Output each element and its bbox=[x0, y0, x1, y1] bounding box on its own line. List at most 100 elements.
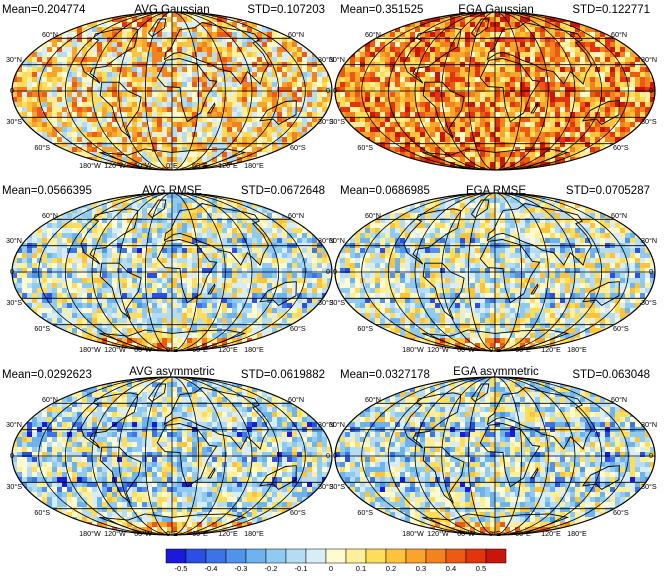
map-border bbox=[334, 376, 656, 536]
colorbar-label: 0.5 bbox=[476, 564, 486, 573]
coastline bbox=[582, 100, 620, 125]
graticule-lon bbox=[171, 193, 200, 351]
panel-mean-label: Mean=0.0292623 bbox=[2, 369, 92, 381]
lon-label-60w: 60°W bbox=[457, 345, 475, 354]
lat-label-60n-right: 60°N bbox=[288, 211, 304, 220]
graticule-lon bbox=[144, 12, 173, 170]
graticule-lon bbox=[361, 377, 496, 535]
colorbar-label: 0.3 bbox=[416, 564, 426, 573]
graticule-lon bbox=[171, 193, 306, 351]
lon-label-0e: 0°E bbox=[489, 529, 501, 538]
graticule-lon bbox=[118, 12, 173, 170]
panel-std-label: STD=0.0705287 bbox=[566, 185, 650, 197]
lat-label-30n-right: 30°N bbox=[641, 420, 657, 429]
graticule-lon bbox=[494, 12, 629, 170]
colorbar-swatch bbox=[365, 548, 387, 564]
graticule-lon bbox=[388, 193, 496, 351]
colorbar-swatch bbox=[165, 548, 187, 564]
coastline bbox=[259, 100, 297, 125]
coastline bbox=[470, 383, 490, 403]
panel-std-label: STD=0.063048 bbox=[572, 369, 650, 381]
panel-avg-asymmetric: Mean=0.0292623 AVG asymmetric STD=0.0619… bbox=[2, 366, 334, 538]
graticule-lon bbox=[361, 193, 496, 351]
lat-label-30s-right: 30°S bbox=[318, 482, 334, 491]
lon-label-180e: 180°E bbox=[567, 529, 587, 538]
lat-label-eq-right: 0 bbox=[649, 86, 653, 95]
map bbox=[334, 192, 656, 352]
lat-label-30s-left: 30°S bbox=[329, 117, 345, 126]
colorbar-label: 0.2 bbox=[386, 564, 396, 573]
colorbar-swatch bbox=[285, 548, 307, 564]
lat-label-30s-right: 30°S bbox=[318, 298, 334, 307]
colorbar-swatch bbox=[265, 548, 287, 564]
lat-label-eq-right: 0 bbox=[326, 451, 330, 460]
colorbar: -0.5 -0.4 -0.3 -0.2 -0.1 0 0.1 0.2 0.3 0… bbox=[165, 548, 507, 573]
graticule-lon bbox=[118, 377, 173, 535]
graticule-lon bbox=[171, 12, 306, 170]
map bbox=[11, 376, 333, 536]
coastline bbox=[156, 423, 218, 488]
map-field bbox=[12, 377, 332, 535]
coastline bbox=[530, 102, 539, 114]
colorbar-swatch bbox=[425, 548, 447, 564]
graticule-lon bbox=[494, 193, 523, 351]
graticule-lon bbox=[171, 193, 226, 351]
lat-label-30s-left: 30°S bbox=[329, 298, 345, 307]
map-border bbox=[334, 11, 656, 171]
graticule-lon bbox=[414, 377, 496, 535]
lon-label-60e: 60°E bbox=[192, 345, 208, 354]
coastline bbox=[486, 203, 593, 266]
graticule-lon bbox=[494, 377, 602, 535]
lon-label-60w: 60°W bbox=[457, 529, 475, 538]
lat-label-30n-left: 30°N bbox=[329, 420, 345, 429]
lon-label-180e: 180°E bbox=[244, 161, 264, 170]
lon-label-180w: 180°W bbox=[79, 161, 101, 170]
lat-label-eq-right: 0 bbox=[326, 267, 330, 276]
lat-label-60s-left: 60°S bbox=[357, 143, 373, 152]
colorbar-label: -0.5 bbox=[175, 564, 188, 573]
graticule-lon bbox=[38, 193, 173, 351]
map-field bbox=[335, 193, 655, 351]
colorbar-label: -0.4 bbox=[205, 564, 218, 573]
colorbar-label: -0.3 bbox=[235, 564, 248, 573]
lon-label-120e: 120°E bbox=[218, 345, 238, 354]
panel-mean-label: Mean=0.0327178 bbox=[340, 369, 430, 381]
lon-label-180w: 180°W bbox=[79, 529, 101, 538]
graticule-lon bbox=[494, 193, 629, 351]
lat-label-30n-left: 30°N bbox=[329, 236, 345, 245]
lon-label-0e: 0°E bbox=[489, 345, 501, 354]
coastline bbox=[530, 283, 539, 295]
graticule-lon bbox=[494, 377, 549, 535]
panel-ega-asymmetric: Mean=0.0327178 EGA asymmetric STD=0.0630… bbox=[329, 366, 657, 538]
coastline bbox=[147, 18, 167, 38]
lat-label-60s-right: 60°S bbox=[290, 324, 306, 333]
panel-mean-label: Mean=0.351525 bbox=[340, 4, 423, 16]
lat-label-60n-right: 60°N bbox=[288, 395, 304, 404]
graticule-lon bbox=[388, 377, 496, 535]
coastline bbox=[207, 283, 216, 295]
coastline bbox=[259, 281, 297, 306]
lon-label-180w: 180°W bbox=[402, 529, 424, 538]
coastline bbox=[479, 58, 541, 123]
lat-label-eq-left: 0 bbox=[333, 86, 337, 95]
graticule-lon bbox=[467, 193, 496, 351]
graticule-lon bbox=[494, 193, 549, 351]
panel-std-label: STD=0.107203 bbox=[247, 4, 325, 16]
lat-label-30s-left: 30°S bbox=[329, 482, 345, 491]
lat-label-eq-left: 0 bbox=[10, 267, 14, 276]
coastline bbox=[207, 467, 216, 479]
graticule-lon bbox=[494, 12, 602, 170]
lat-label-30n-left: 30°N bbox=[6, 55, 22, 64]
graticule-lon bbox=[494, 12, 549, 170]
lon-label-60w: 60°W bbox=[134, 161, 152, 170]
lat-label-60s-right: 60°S bbox=[613, 143, 629, 152]
lat-label-60s-right: 60°S bbox=[290, 508, 306, 517]
graticule-lon bbox=[494, 12, 576, 170]
graticule-lon bbox=[494, 377, 523, 535]
graticule-lon bbox=[171, 12, 226, 170]
lat-label-60n-right: 60°N bbox=[611, 211, 627, 220]
lat-label-eq-left: 0 bbox=[333, 451, 337, 460]
panel-avg-gaussian: Mean=0.204774 AVG Gaussian STD=0.107203 … bbox=[2, 4, 334, 171]
lon-label-120w: 120°W bbox=[104, 345, 126, 354]
coastline bbox=[99, 148, 247, 170]
